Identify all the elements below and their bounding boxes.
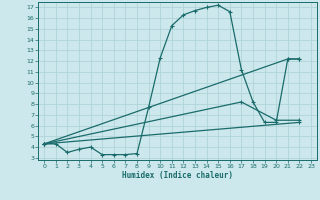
X-axis label: Humidex (Indice chaleur): Humidex (Indice chaleur) — [122, 171, 233, 180]
